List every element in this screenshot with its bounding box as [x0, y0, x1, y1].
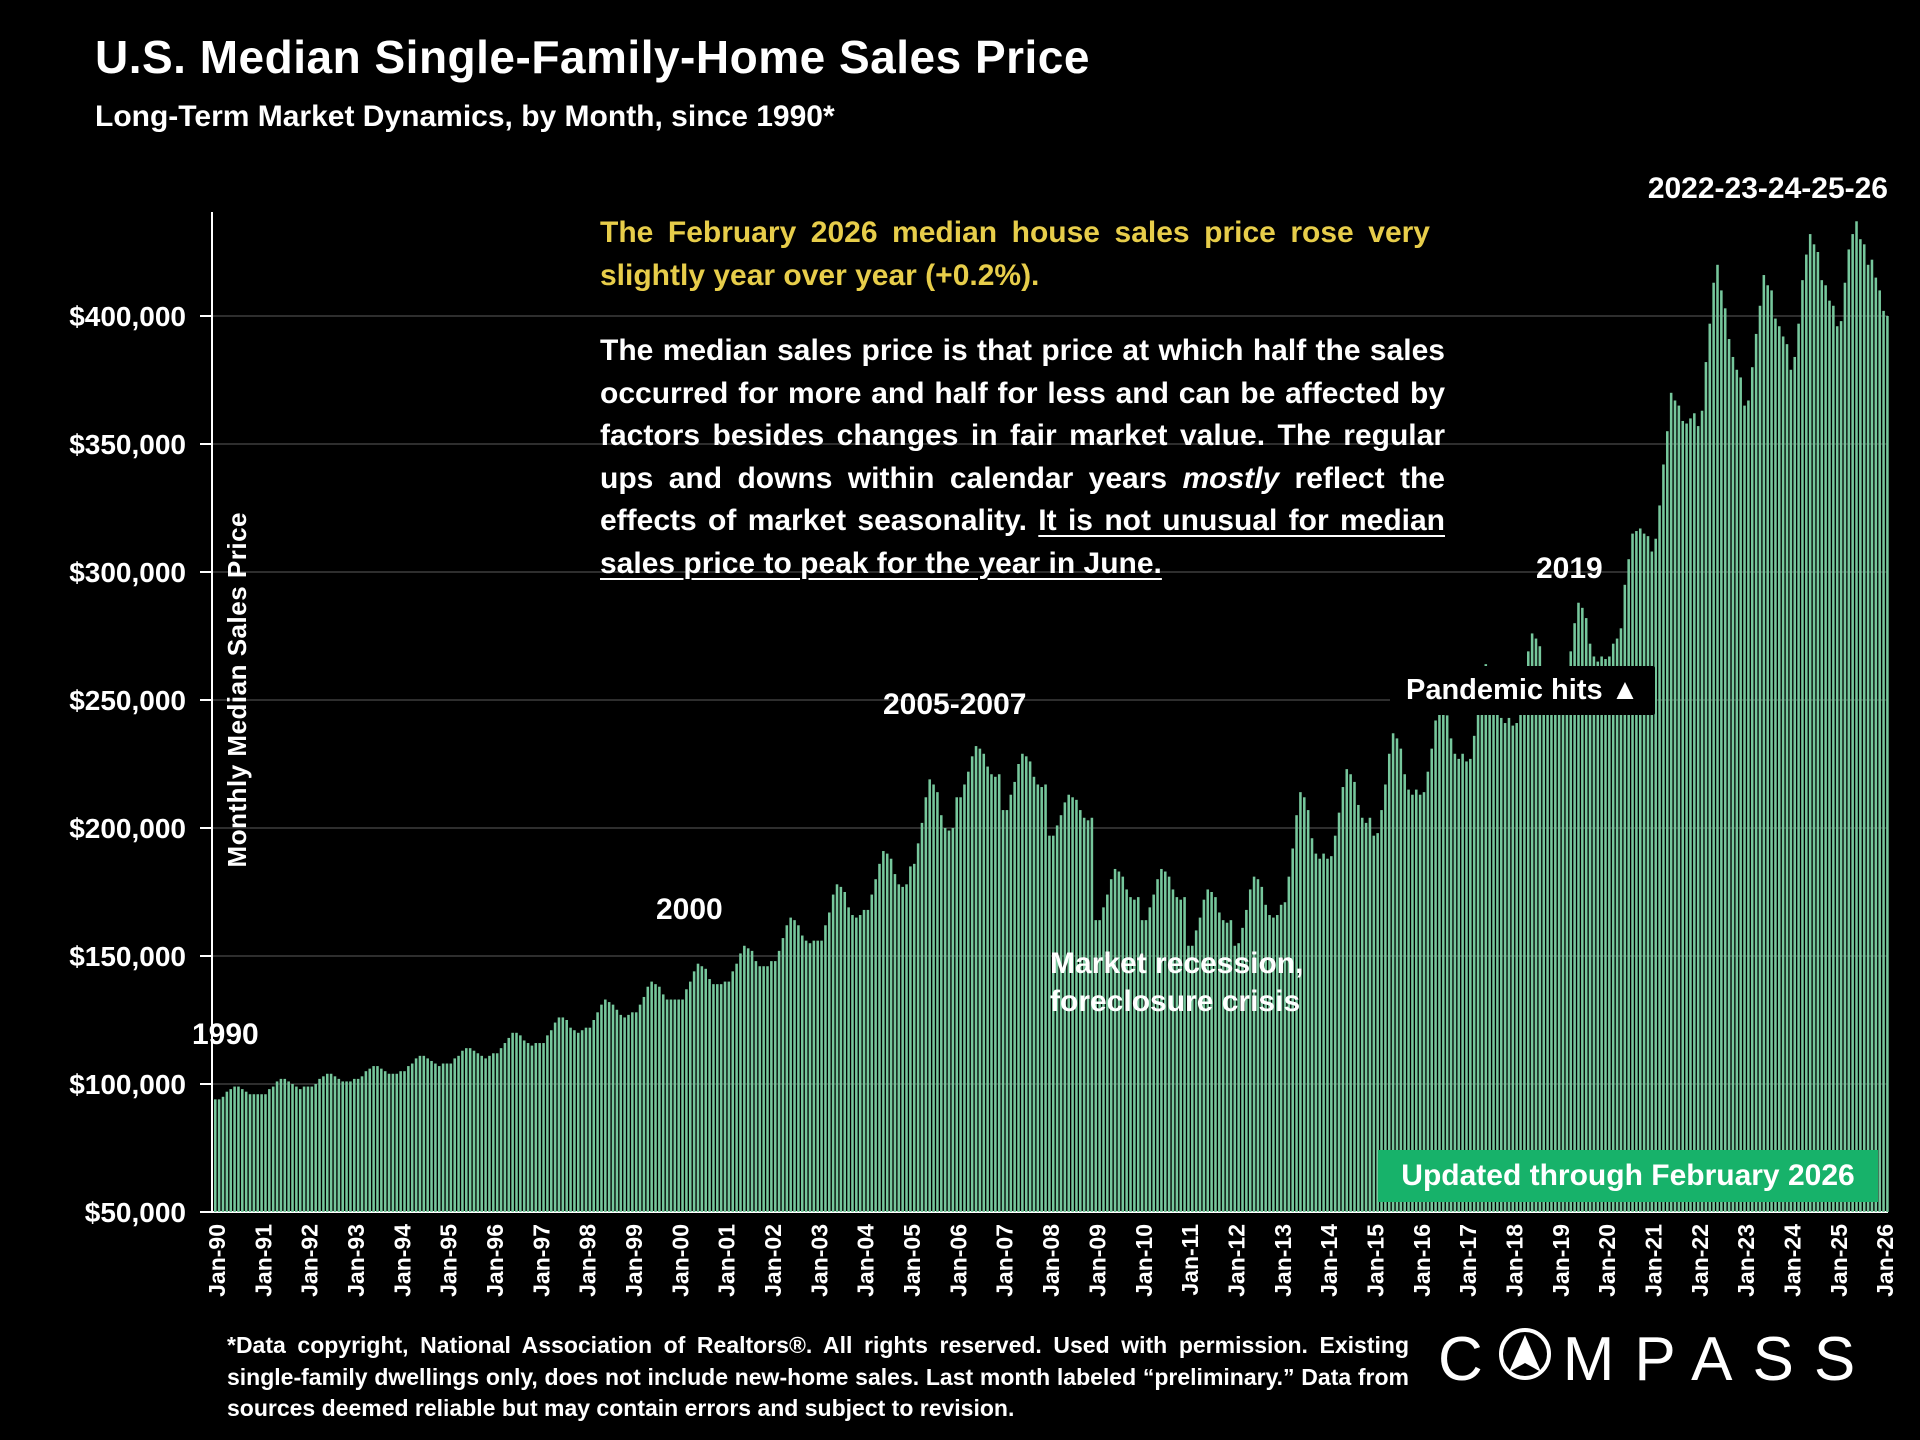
svg-text:Jan-03: Jan-03	[806, 1224, 832, 1297]
svg-text:Jan-98: Jan-98	[575, 1224, 601, 1297]
svg-text:Jan-22: Jan-22	[1687, 1224, 1713, 1297]
updated-badge: Updated through February 2026	[1378, 1150, 1878, 1202]
svg-text:Jan-93: Jan-93	[343, 1224, 369, 1297]
svg-text:Jan-17: Jan-17	[1455, 1224, 1481, 1297]
svg-text:Jan-21: Jan-21	[1641, 1224, 1667, 1297]
svg-text:$250,000: $250,000	[69, 685, 186, 716]
annotation-2019: 2019	[1536, 552, 1603, 585]
svg-text:Jan-08: Jan-08	[1038, 1224, 1064, 1297]
annotation-recession-line2: foreclosure crisis	[1050, 984, 1301, 1018]
svg-text:Jan-14: Jan-14	[1316, 1224, 1342, 1297]
compass-needle-icon	[1497, 1326, 1553, 1393]
svg-text:Jan-26: Jan-26	[1872, 1224, 1898, 1297]
annotation-recession-line1: Market recession,	[1050, 947, 1304, 980]
svg-text:Jan-18: Jan-18	[1502, 1224, 1528, 1297]
explainer-part-2: reflect the effects of market seasonalit…	[600, 461, 1445, 538]
svg-text:Jan-00: Jan-00	[667, 1224, 693, 1297]
svg-text:Jan-02: Jan-02	[760, 1224, 786, 1297]
svg-text:$50,000: $50,000	[85, 1197, 186, 1228]
compass-logo-letter-c: C	[1438, 1324, 1503, 1394]
explainer-text: The median sales price is that price at …	[600, 330, 1445, 586]
compass-logo-letters-mpass: MPASS	[1562, 1324, 1876, 1394]
svg-text:Jan-24: Jan-24	[1780, 1224, 1806, 1297]
svg-text:Jan-96: Jan-96	[482, 1224, 508, 1297]
svg-text:$100,000: $100,000	[69, 1069, 186, 1100]
svg-text:Jan-20: Jan-20	[1594, 1224, 1620, 1297]
annotation-1990: 1990	[192, 1018, 259, 1051]
svg-text:Jan-10: Jan-10	[1131, 1224, 1157, 1297]
svg-text:Jan-95: Jan-95	[436, 1224, 462, 1297]
svg-text:Jan-07: Jan-07	[992, 1224, 1018, 1297]
annotation-pandemic: Pandemic hits ▲	[1390, 666, 1656, 715]
svg-text:Jan-01: Jan-01	[714, 1224, 740, 1297]
explainer-italic: mostly	[1182, 461, 1280, 495]
svg-text:Jan-06: Jan-06	[945, 1224, 971, 1297]
svg-text:Jan-94: Jan-94	[389, 1224, 415, 1297]
svg-text:Jan-11: Jan-11	[1177, 1224, 1203, 1296]
svg-text:$300,000: $300,000	[69, 557, 186, 588]
svg-text:Jan-25: Jan-25	[1826, 1224, 1852, 1297]
explainer-part-1: The median sales price is that price at …	[600, 334, 1445, 495]
annotation-recession: Market recession, foreclosure crisis	[1050, 945, 1304, 1020]
svg-text:Jan-19: Jan-19	[1548, 1224, 1574, 1297]
highlight-callout: The February 2026 median house sales pri…	[600, 216, 1430, 292]
svg-text:Jan-23: Jan-23	[1733, 1224, 1759, 1297]
data-copyright-footnote: *Data copyright, National Association of…	[227, 1332, 1409, 1422]
annotation-recent-years: 2022-23-24-25-26	[1647, 172, 1888, 205]
svg-text:$350,000: $350,000	[69, 429, 186, 460]
svg-text:$200,000: $200,000	[69, 813, 186, 844]
svg-text:Jan-90: Jan-90	[204, 1224, 230, 1297]
explainer-underline: It is not unusual for median sales price…	[600, 504, 1445, 580]
price-bar-chart: $50,000 $100,000 $150,000 $200,000 $250,000 $…	[69, 212, 1898, 1297]
annotation-2005-2007: 2005-2007	[883, 688, 1027, 721]
svg-text:Jan-91: Jan-91	[250, 1224, 276, 1297]
svg-text:Jan-05: Jan-05	[899, 1224, 925, 1297]
svg-text:Jan-13: Jan-13	[1270, 1224, 1296, 1297]
page-title: U.S. Median Single-Family-Home Sales Pri…	[95, 31, 1090, 83]
compass-logo: C MPASS	[1438, 1326, 1875, 1393]
svg-text:Jan-09: Jan-09	[1084, 1224, 1110, 1297]
svg-text:$150,000: $150,000	[69, 941, 186, 972]
page-subtitle: Long-Term Market Dynamics, by Month, sin…	[95, 100, 835, 133]
svg-text:Jan-12: Jan-12	[1223, 1224, 1249, 1297]
svg-text:Jan-92: Jan-92	[297, 1224, 323, 1297]
svg-text:Jan-97: Jan-97	[528, 1224, 554, 1297]
svg-text:$400,000: $400,000	[69, 301, 186, 332]
annotation-2000: 2000	[656, 893, 723, 926]
svg-text:Jan-99: Jan-99	[621, 1224, 647, 1297]
svg-text:Jan-16: Jan-16	[1409, 1224, 1435, 1297]
y-axis-label: Monthly Median Sales Price	[222, 512, 252, 868]
svg-text:Jan-15: Jan-15	[1363, 1224, 1389, 1297]
svg-text:Jan-04: Jan-04	[853, 1224, 879, 1297]
